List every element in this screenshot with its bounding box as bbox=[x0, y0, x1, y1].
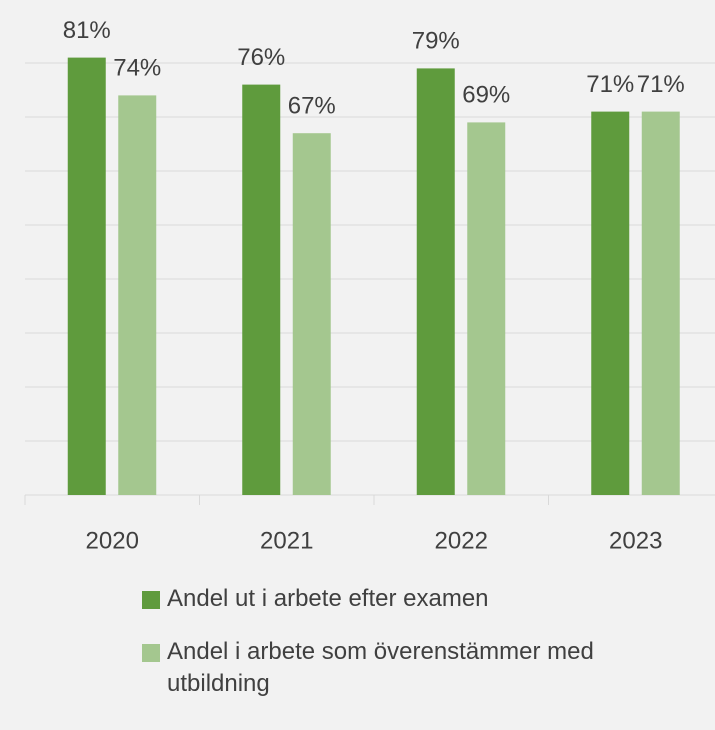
bar bbox=[467, 122, 506, 496]
bar bbox=[292, 133, 331, 495]
legend-label: Andel i arbete som överenstämmer med utb… bbox=[167, 638, 594, 697]
value-label: 69% bbox=[462, 82, 510, 109]
bar bbox=[416, 68, 455, 496]
value-label: 71% bbox=[637, 71, 685, 98]
value-label: 74% bbox=[113, 55, 161, 82]
legend-entry: Andel ut i arbete efter examen bbox=[142, 583, 657, 615]
value-label: 76% bbox=[237, 44, 285, 71]
x-tick-label: 2020 bbox=[86, 527, 139, 554]
x-tick-label: 2021 bbox=[260, 527, 313, 554]
bar bbox=[118, 95, 157, 496]
value-label: 71% bbox=[586, 71, 634, 98]
bar bbox=[242, 84, 281, 495]
value-label: 81% bbox=[63, 17, 111, 44]
legend-swatch bbox=[142, 644, 160, 662]
x-tick-label: 2023 bbox=[609, 527, 662, 554]
x-tick-label: 2022 bbox=[435, 527, 488, 554]
legend-entry: Andel i arbete som överenstämmer med utb… bbox=[142, 636, 657, 700]
value-label: 79% bbox=[412, 28, 460, 55]
value-label: 67% bbox=[288, 93, 336, 120]
bar bbox=[641, 111, 680, 495]
bar bbox=[591, 111, 630, 495]
bar bbox=[67, 57, 106, 495]
legend-swatch bbox=[142, 591, 160, 609]
legend-label: Andel ut i arbete efter examen bbox=[167, 585, 489, 612]
